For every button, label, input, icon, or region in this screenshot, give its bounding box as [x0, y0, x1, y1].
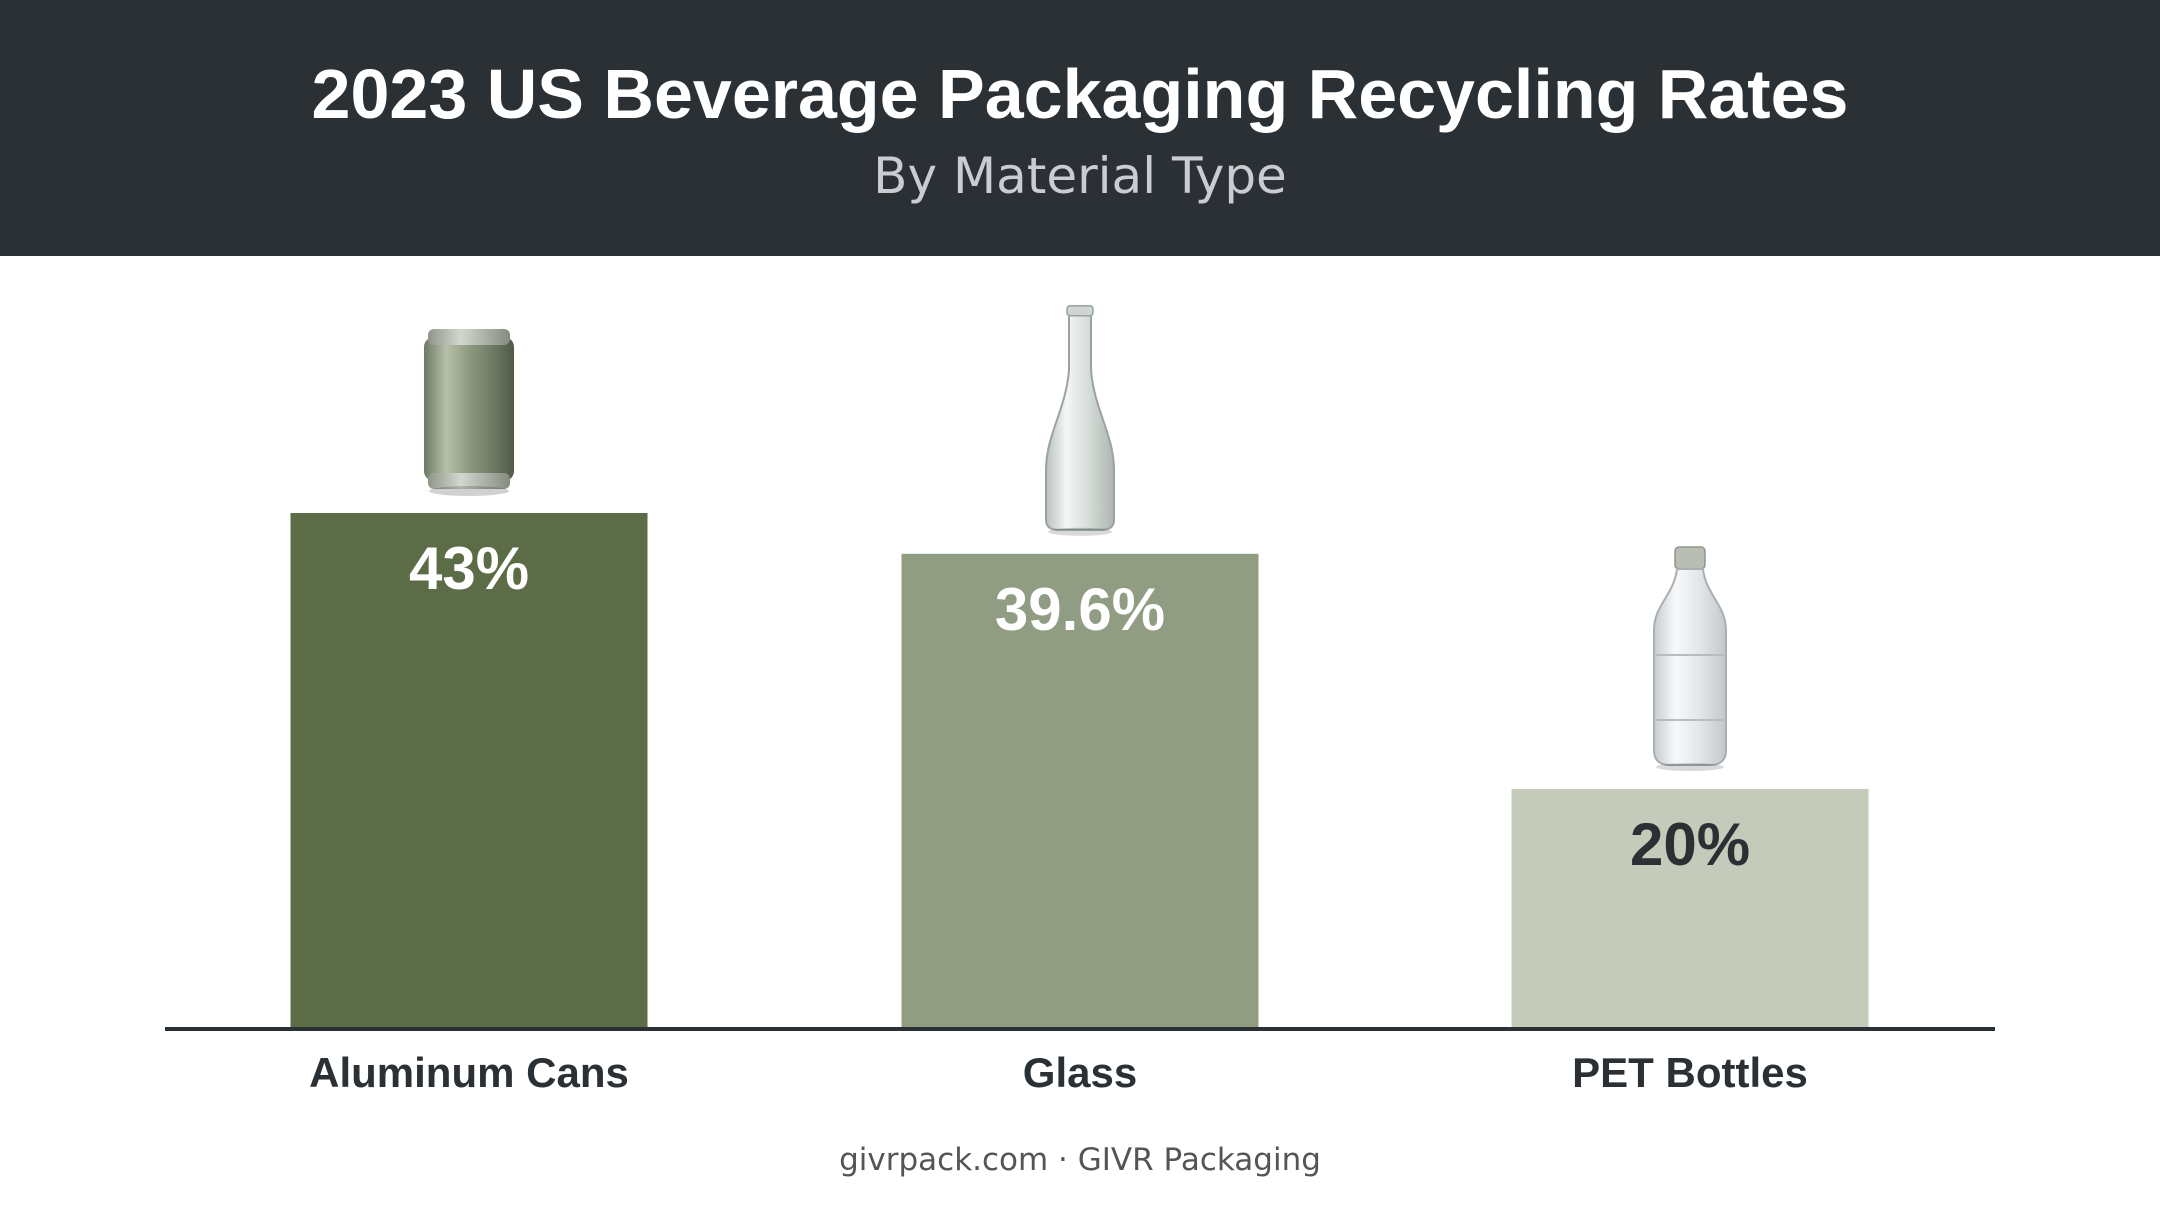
bar-aluminum-cans	[290, 513, 648, 1029]
glass-bottle-icon	[1045, 305, 1115, 536]
value-label: 39.6%	[995, 576, 1165, 643]
value-label: 20%	[1630, 811, 1750, 878]
pet-bottle-icon	[1653, 546, 1727, 771]
header-banner	[0, 0, 2160, 256]
labels-layer: 43% Aluminum Cans 39.6% Glass 20% PET Bottles	[309, 535, 1808, 1096]
aluminum-can-icon	[424, 329, 514, 496]
value-label: 43%	[409, 535, 529, 602]
icons-layer	[424, 305, 1727, 771]
bar-glass	[901, 553, 1259, 1029]
category-label: Aluminum Cans	[309, 1049, 629, 1096]
source-footer: givrpack.com · GIVR Packaging	[839, 1142, 1321, 1178]
category-label: Glass	[1023, 1049, 1137, 1096]
chart-title: 2023 US Beverage Packaging Recycling Rat…	[311, 55, 1849, 133]
bars-layer	[290, 513, 1869, 1029]
category-label: PET Bottles	[1572, 1049, 1808, 1096]
bar-pet-bottles	[1511, 789, 1869, 1029]
chart-subtitle: By Material Type	[873, 147, 1287, 205]
